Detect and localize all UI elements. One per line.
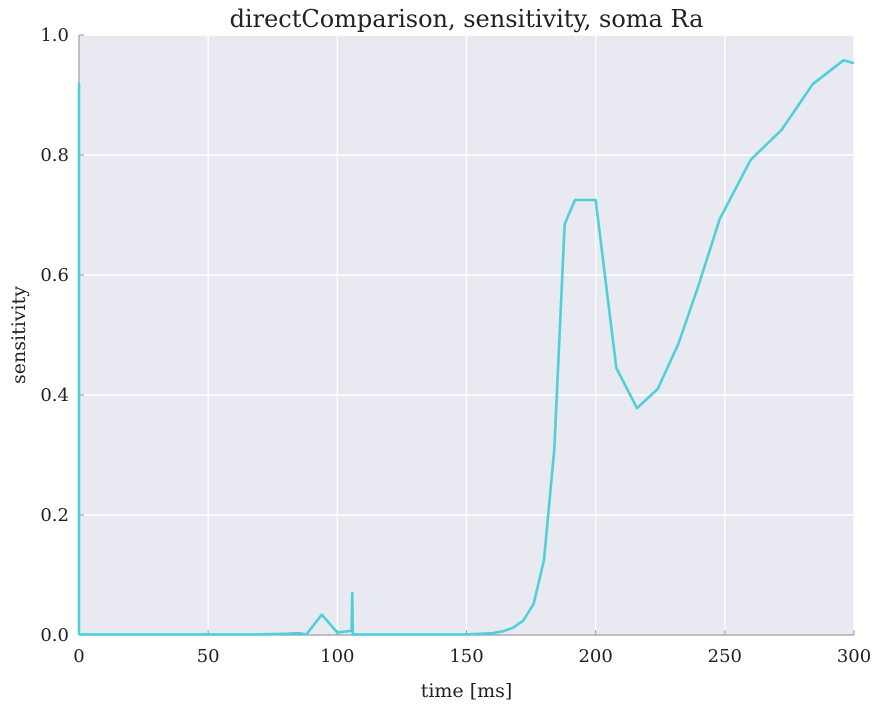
series-layer xyxy=(77,58,855,636)
y-axis-label: sensitivity xyxy=(8,286,30,384)
x-tick-label: 300 xyxy=(837,646,871,667)
x-tick-label: 0 xyxy=(73,646,84,667)
x-tick-label: 150 xyxy=(449,646,483,667)
x-tick-label: 100 xyxy=(320,646,354,667)
x-tick-label: 50 xyxy=(197,646,220,667)
y-tick-label: 0.4 xyxy=(40,385,69,406)
x-tick-label: 250 xyxy=(708,646,742,667)
y-tick-label: 1.0 xyxy=(40,25,69,46)
tick-labels: 0 50 100 150 200 250 300 0.0 0.2 0.4 0.6 0.8 1.0 xyxy=(40,25,871,667)
y-tick-label: 0.8 xyxy=(40,145,69,166)
series-line xyxy=(77,58,855,636)
chart-title: directComparison, sensitivity, soma Ra xyxy=(230,5,704,33)
x-tick-label: 200 xyxy=(578,646,612,667)
x-axis-label: time [ms] xyxy=(421,680,513,702)
y-tick-label: 0.2 xyxy=(40,505,69,526)
y-tick-label: 0.6 xyxy=(40,265,69,286)
y-tick-label: 0.0 xyxy=(40,625,69,646)
